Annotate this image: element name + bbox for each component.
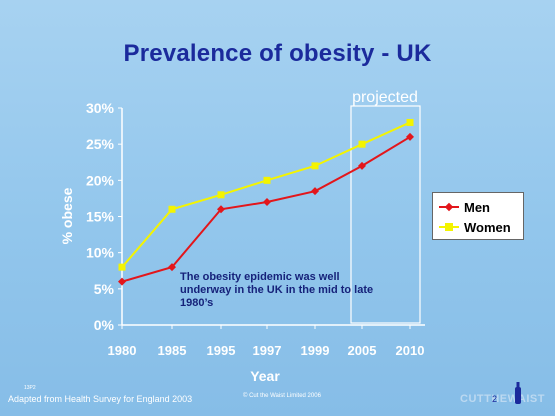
legend-swatch-women: [439, 221, 459, 233]
x-tick-label-3: 1997: [253, 343, 282, 358]
point-women-2005: [358, 140, 366, 148]
brand-logo: CUTTHEWAIST: [460, 393, 545, 405]
series-line-women: [121, 121, 411, 268]
y-tick-label-0: 0%: [94, 317, 115, 333]
point-men-1997: [263, 198, 271, 207]
x-tick-label-2: 1995: [207, 343, 236, 358]
point-women-1980: [118, 263, 126, 271]
x-tick-label-6: 2010: [396, 343, 425, 358]
point-men-2005: [358, 161, 366, 170]
point-women-1995: [217, 191, 225, 199]
series-line-men: [121, 136, 411, 283]
point-men-1995: [217, 205, 225, 214]
chart-annotation: The obesity epidemic was well underway i…: [180, 271, 374, 309]
legend-label-women: Women: [464, 219, 511, 235]
y-tick-label-1: 5%: [94, 281, 115, 297]
chart-title: Prevalence of obesity - UK: [123, 40, 432, 67]
legend-item-women: Women: [439, 217, 517, 237]
y-tick-label-6: 30%: [86, 100, 115, 116]
point-men-1985: [168, 263, 176, 272]
bottle-logo-icon: [515, 382, 521, 404]
point-men-1999: [311, 187, 319, 196]
projected-label: projected: [352, 89, 418, 106]
x-tick-label-4: 1999: [301, 343, 330, 358]
point-women-1985: [168, 205, 176, 213]
point-men-1980: [118, 277, 126, 286]
chart-legend: Men Women: [432, 192, 524, 240]
x-tick-label-1: 1985: [158, 343, 187, 358]
copyright-note: © Cut the Waist Limited 2006: [243, 393, 321, 399]
point-women-1997: [263, 176, 271, 184]
point-men-2010: [406, 132, 414, 141]
x-axis-title: Year: [250, 368, 280, 384]
x-tick-label-5: 2005: [348, 343, 377, 358]
legend-item-men: Men: [439, 197, 517, 217]
y-tick-label-2: 10%: [86, 245, 115, 261]
y-tick-label-5: 25%: [86, 136, 115, 152]
slide-code: 13P2: [24, 385, 36, 391]
y-axis-title: % obese: [59, 187, 75, 244]
x-tick-label-0: 1980: [108, 343, 137, 358]
projected-region-box: [350, 105, 421, 324]
y-tick-label-3: 15%: [86, 209, 115, 225]
y-tick-label-4: 20%: [86, 172, 115, 188]
point-women-1999: [311, 162, 319, 170]
source-note: Adapted from Health Survey for England 2…: [8, 394, 193, 404]
page-number: 2: [492, 394, 498, 404]
legend-swatch-men: [439, 201, 459, 213]
point-women-2010: [406, 118, 414, 126]
legend-label-men: Men: [464, 199, 490, 215]
